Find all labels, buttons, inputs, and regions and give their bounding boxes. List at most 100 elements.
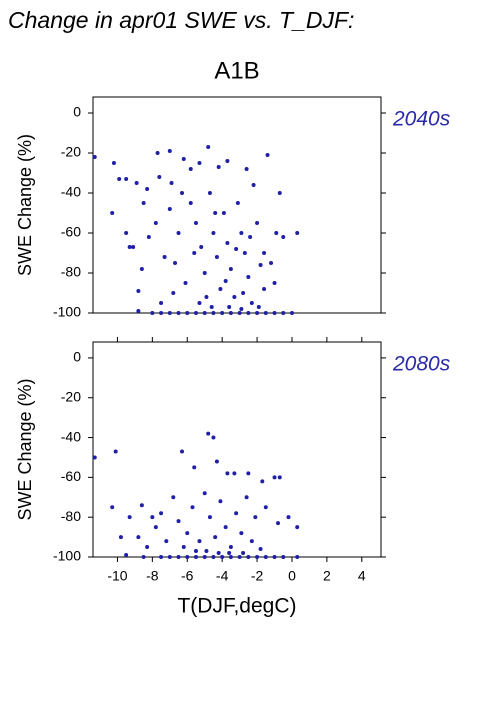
point — [244, 495, 249, 500]
point — [159, 301, 164, 305]
point — [295, 555, 300, 559]
point — [263, 505, 268, 510]
point — [295, 525, 300, 530]
point — [214, 459, 219, 464]
y-tick-label: -80 — [61, 264, 81, 280]
point — [176, 519, 181, 524]
point — [258, 547, 263, 552]
x-tick-label: -10 — [107, 568, 127, 584]
point — [146, 235, 151, 239]
point — [239, 307, 244, 311]
point — [110, 211, 115, 215]
point — [234, 247, 239, 251]
point — [216, 551, 221, 556]
point — [211, 311, 216, 315]
point — [92, 455, 97, 460]
x-tick-label: 2 — [323, 568, 331, 584]
point — [169, 181, 174, 185]
point — [193, 221, 198, 225]
point — [216, 165, 221, 169]
point — [153, 221, 158, 225]
point — [277, 191, 282, 195]
point — [167, 311, 172, 315]
point — [255, 221, 260, 225]
point — [141, 555, 146, 559]
point — [262, 251, 267, 255]
point — [159, 555, 164, 559]
point — [136, 289, 141, 293]
point — [124, 177, 129, 181]
y-axis-label: SWE Change (%) — [15, 134, 35, 276]
point — [246, 311, 251, 315]
point — [269, 261, 274, 265]
point — [202, 311, 207, 315]
point — [213, 535, 218, 540]
point — [192, 465, 197, 470]
point — [180, 449, 185, 454]
point — [218, 287, 223, 291]
point — [246, 275, 251, 279]
point — [202, 271, 207, 275]
point — [253, 515, 258, 520]
point — [183, 281, 188, 285]
point — [164, 539, 169, 544]
panel-label: 2040s — [392, 108, 451, 131]
point — [248, 235, 253, 239]
y-axis-label: SWE Change (%) — [15, 378, 35, 520]
point — [218, 499, 223, 504]
x-tick-label: 4 — [358, 568, 366, 584]
point — [241, 291, 246, 295]
point — [228, 545, 233, 550]
point — [193, 311, 198, 315]
point — [281, 555, 286, 559]
point — [127, 515, 132, 520]
point — [111, 161, 116, 165]
point — [185, 531, 190, 536]
point — [223, 525, 228, 530]
point — [167, 555, 172, 559]
y-tick-label: -60 — [61, 224, 81, 240]
point — [185, 555, 190, 559]
point — [228, 267, 233, 271]
point — [176, 231, 181, 235]
point — [209, 305, 214, 309]
point — [150, 311, 155, 315]
point — [157, 175, 162, 179]
point — [171, 495, 176, 500]
point — [235, 201, 240, 205]
point — [234, 511, 239, 516]
point — [159, 311, 164, 315]
x-tick-label: -2 — [251, 568, 264, 584]
point — [197, 539, 202, 544]
y-tick-label: -100 — [53, 548, 81, 564]
point — [176, 555, 181, 559]
x-tick-label: -4 — [216, 568, 229, 584]
point — [239, 231, 244, 235]
y-tick-label: -60 — [61, 468, 81, 484]
y-tick-label: -20 — [61, 144, 81, 160]
point — [237, 311, 242, 315]
point — [136, 535, 141, 540]
point — [211, 555, 216, 559]
point — [150, 515, 155, 520]
point — [249, 539, 254, 544]
point — [277, 475, 282, 480]
point — [173, 261, 178, 265]
point — [92, 155, 97, 159]
point — [263, 311, 268, 315]
point — [220, 311, 225, 315]
point — [239, 531, 244, 536]
point — [286, 515, 291, 520]
point — [124, 553, 129, 558]
point — [289, 311, 294, 315]
point — [124, 231, 129, 235]
y-tick-label: -80 — [61, 508, 81, 524]
point — [211, 231, 216, 235]
point — [237, 555, 242, 559]
point — [258, 263, 263, 267]
point — [265, 153, 270, 157]
point — [220, 555, 225, 559]
point — [255, 311, 260, 315]
point — [272, 555, 277, 559]
